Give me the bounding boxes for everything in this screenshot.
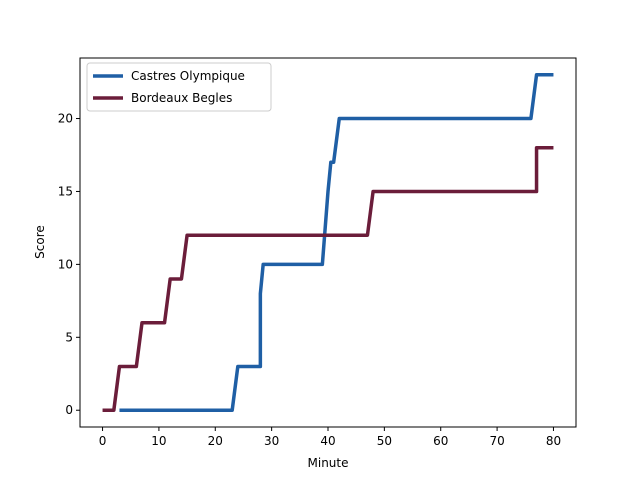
x-tick-label: 60	[433, 434, 448, 448]
x-tick-label: 10	[151, 434, 166, 448]
series-line-1	[119, 73, 554, 412]
x-tick-label: 40	[320, 434, 335, 448]
y-tick-label: 10	[58, 257, 73, 271]
y-tick-label: 15	[58, 184, 73, 198]
legend-box	[86, 62, 272, 112]
x-tick-label: 0	[99, 434, 107, 448]
legend-label-1: Castres Olympique	[131, 69, 245, 83]
y-tick-label: 5	[65, 330, 73, 344]
x-axis-label: Minute	[308, 456, 349, 470]
y-axis-label: Score	[33, 225, 47, 259]
y-tick-label: 20	[58, 112, 73, 126]
x-tick-label: 20	[208, 434, 223, 448]
x-tick-label: 50	[377, 434, 392, 448]
x-tick-label: 80	[546, 434, 561, 448]
y-tick-label: 0	[65, 403, 73, 417]
y-axis-ticks: 0 5 10 15 20	[58, 112, 80, 417]
legend-label-2: Bordeaux Begles	[131, 91, 232, 105]
x-tick-label: 70	[489, 434, 504, 448]
series-line-2	[102, 145, 554, 412]
x-axis-ticks: 0 10 20 30 40 50 60 70 80	[99, 427, 561, 448]
legend: Castres Olympique Bordeaux Begles	[86, 62, 272, 112]
series-layer	[102, 73, 554, 412]
x-tick-label: 30	[264, 434, 279, 448]
